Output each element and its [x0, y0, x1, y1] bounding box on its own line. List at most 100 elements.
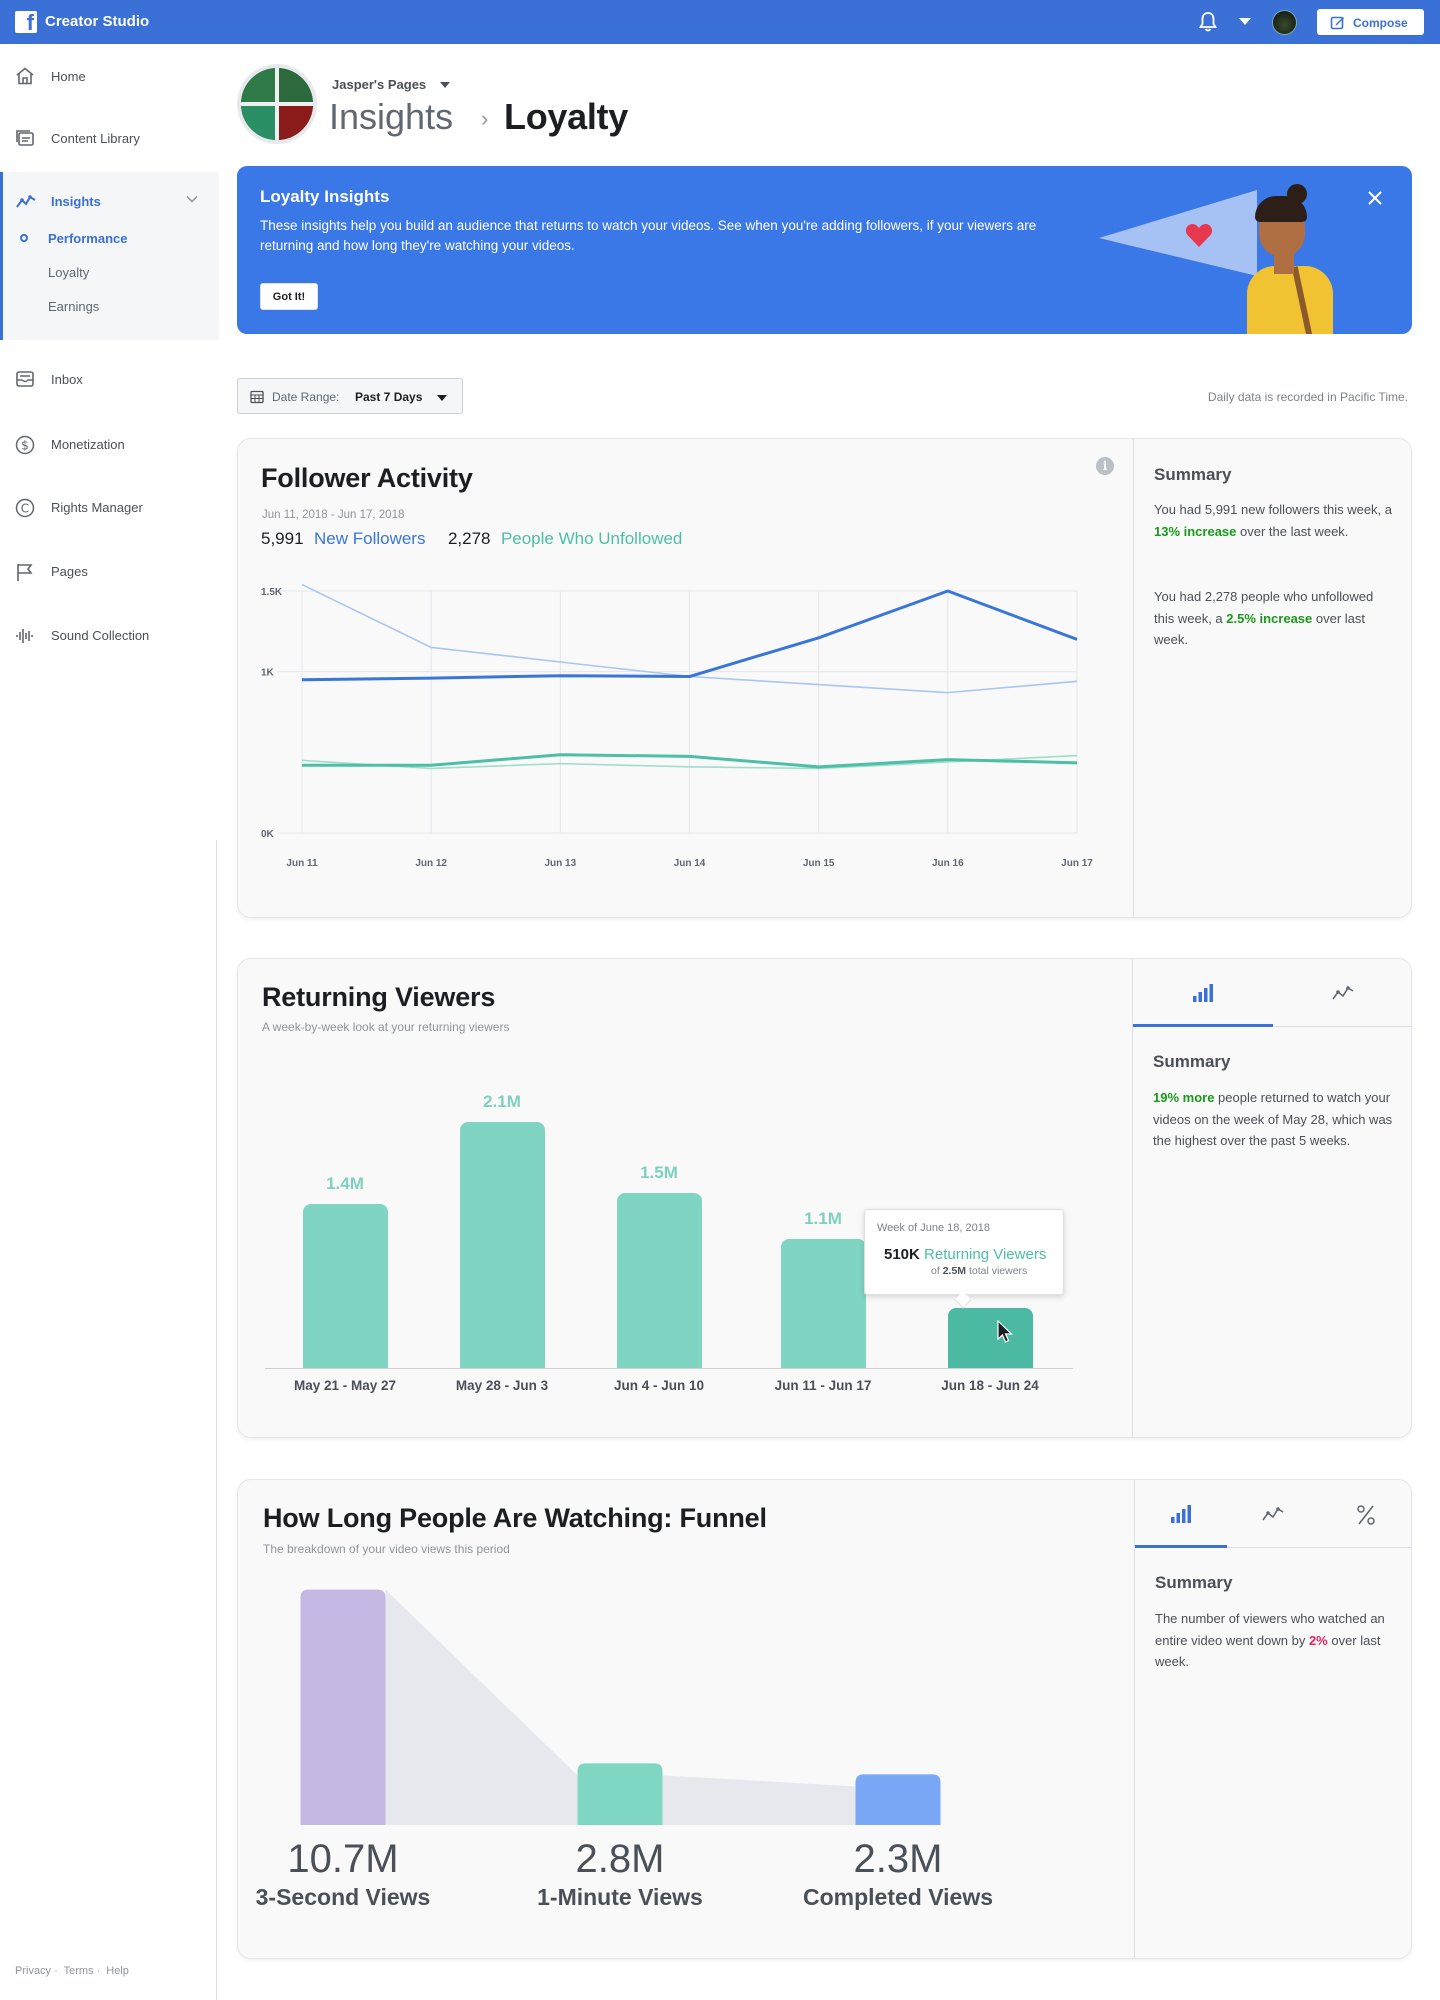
compose-button[interactable]: Compose — [1317, 9, 1424, 35]
new-followers-count: 5,991 — [261, 529, 304, 548]
x-tick-label: Jun 15 — [803, 858, 835, 869]
active-indicator-icon — [20, 234, 28, 242]
tab-trend-view[interactable] — [1227, 1480, 1319, 1548]
bar-3[interactable] — [780, 1239, 866, 1368]
app-title[interactable]: Creator Studio — [45, 13, 150, 30]
close-icon[interactable] — [1367, 190, 1383, 206]
sidebar-item-home[interactable]: Home — [0, 56, 219, 96]
got-it-button[interactable]: Got It! — [260, 283, 318, 310]
x-tick-label: Jun 11 — [286, 858, 318, 869]
date-range-dropdown[interactable]: Date Range: Past 7 Days — [237, 378, 463, 414]
sidebar-subitem-loyalty[interactable]: Loyalty — [48, 265, 90, 280]
x-tick-label: Jun 14 — [674, 858, 706, 869]
bar-0[interactable] — [302, 1204, 388, 1368]
percent-icon — [1357, 1505, 1375, 1525]
sidebar-item-monetization[interactable]: $ Monetization — [0, 424, 219, 464]
follower-activity-card: Follower Activity i Jun 11, 2018 - Jun 1… — [237, 438, 1412, 918]
tab-bar-view[interactable] — [1133, 959, 1273, 1027]
compose-edit-icon — [1330, 16, 1344, 30]
returning-viewers-bar-chart[interactable]: 1.4M May 21 - May 27 2.1M May 28 - Jun 3 1.5… — [238, 959, 1118, 1437]
bar-chart-icon — [1171, 1505, 1191, 1523]
bar-data-label: 1.1M — [804, 1209, 842, 1229]
funnel-chart[interactable] — [238, 1480, 1118, 1959]
summary-funnel-text: The number of viewers who watched an ent… — [1155, 1608, 1400, 1673]
funnel-bar-1[interactable] — [577, 1763, 663, 1825]
follower-activity-title: Follower Activity — [261, 463, 473, 493]
funnel-category-label: 3-Second Views — [255, 1884, 431, 1910]
series-line-prior-week-3 — [301, 754, 1078, 770]
bar-2[interactable] — [616, 1192, 702, 1368]
date-span: Jun 11, 2018 - Jun 17, 2018 — [262, 509, 405, 521]
sidebar-item-content-library[interactable]: Content Library — [0, 118, 219, 158]
x-category-label: Jun 4 - Jun 10 — [613, 1378, 705, 1393]
tooltip-total-suffix: total viewers — [968, 1265, 1028, 1277]
returning-viewers-title: Returning Viewers — [262, 982, 496, 1012]
sidebar-item-pages[interactable]: Pages — [0, 551, 219, 591]
sidebar-item-rights-manager[interactable]: C Rights Manager — [0, 487, 219, 527]
summary-title: Summary — [1155, 1573, 1233, 1592]
person-illustration — [1247, 266, 1333, 334]
funnel-title: How Long People Are Watching: Funnel — [263, 1503, 767, 1533]
funnel-bar-0[interactable] — [300, 1589, 386, 1825]
chevron-down-icon[interactable] — [186, 195, 198, 203]
facebook-logo-icon[interactable]: f — [15, 10, 37, 35]
tooltip-total: of 2.5M total viewers — [931, 1265, 1027, 1277]
user-avatar[interactable] — [1272, 10, 1297, 35]
inbox-icon — [16, 371, 34, 387]
sidebar-item-insights[interactable]: Insights — [0, 172, 219, 340]
funnel-card: How Long People Are Watching: Funnel The… — [237, 1479, 1412, 1959]
new-followers-legend[interactable]: New Followers — [314, 529, 426, 548]
sidebar-subitem-earnings[interactable]: Earnings — [48, 299, 100, 314]
chart-view-tabs — [1135, 1480, 1411, 1548]
page-avatar[interactable] — [237, 64, 317, 144]
x-tick-label: Jun 16 — [932, 858, 964, 869]
sidebar-item-label: Monetization — [51, 437, 125, 452]
summary-text-part: The number of viewers who watched an ent… — [1155, 1611, 1385, 1648]
page-switcher[interactable]: Jasper's Pages — [332, 77, 427, 92]
breadcrumb-separator: › — [481, 106, 489, 131]
funnel-connector — [662, 1775, 856, 1825]
funnel-value-label: 2.3M — [853, 1837, 943, 1881]
trend-line-icon — [1262, 1507, 1284, 1521]
tab-trend-view[interactable] — [1273, 959, 1411, 1027]
tab-percent-view[interactable] — [1319, 1480, 1411, 1548]
tooltip-total-value: 2.5M — [942, 1265, 967, 1277]
follower-activity-line-chart[interactable]: 1.5K 1K 0K Jun 11 Jun 12 Jun 13 Jun 14 Jun 15 Ju… — [238, 569, 1118, 918]
sidebar-item-label: Sound Collection — [51, 628, 150, 643]
summary-text-part: over last week. — [1154, 610, 1366, 648]
funnel-bar-2[interactable] — [855, 1774, 941, 1825]
loyalty-insights-banner: Loyalty Insights These insights help you… — [237, 166, 1412, 334]
tab-bar-view[interactable] — [1135, 1480, 1227, 1548]
notifications-bell-icon[interactable] — [1198, 11, 1218, 33]
account-menu-chevron-icon[interactable] — [1239, 18, 1251, 25]
bar-4[interactable] — [947, 1308, 1033, 1368]
funnel-value-label: 2.8M — [575, 1837, 665, 1881]
summary-highlight-negative: 2% — [1308, 1632, 1328, 1648]
x-tick-label: Jun 13 — [544, 858, 576, 869]
tooltip-of: of — [931, 1265, 940, 1277]
help-link[interactable]: Help — [106, 1965, 129, 1977]
page-title: Loyalty — [504, 96, 628, 137]
info-icon[interactable]: i — [1096, 457, 1114, 475]
terms-link[interactable]: Terms — [63, 1965, 94, 1977]
returning-viewers-summary-panel: Summary 19% more people returned to watc… — [1132, 959, 1411, 1437]
home-icon — [16, 67, 34, 85]
page-switcher-chevron-icon[interactable] — [440, 82, 450, 88]
series-line-people-who-unfollowed — [302, 753, 1078, 769]
follower-stats: 5,991 New Followers 2,278 People Who Unf… — [261, 529, 682, 549]
banner-title: Loyalty Insights — [260, 187, 390, 206]
summary-title: Summary — [1154, 465, 1232, 484]
sidebar-item-sound-collection[interactable]: Sound Collection — [0, 615, 219, 655]
funnel-category-label: 1-Minute Views — [537, 1884, 703, 1910]
sidebar-item-inbox[interactable]: Inbox — [0, 359, 219, 399]
copyright-icon: C — [15, 498, 35, 518]
summary-unfollowed-text: You had 2,278 people who unfollowed this… — [1154, 586, 1394, 651]
bar-1[interactable] — [459, 1122, 545, 1368]
banner-body: These insights help you build an audienc… — [260, 218, 1037, 253]
sidebar-subitem-performance[interactable]: Performance — [48, 231, 128, 246]
summary-highlight-positive: 13% increase — [1154, 523, 1237, 539]
unfollowed-legend[interactable]: People Who Unfollowed — [500, 529, 683, 548]
breadcrumb-insights[interactable]: Insights — [329, 96, 454, 137]
bar-chart-icon — [1193, 984, 1213, 1002]
privacy-link[interactable]: Privacy — [15, 1965, 52, 1977]
